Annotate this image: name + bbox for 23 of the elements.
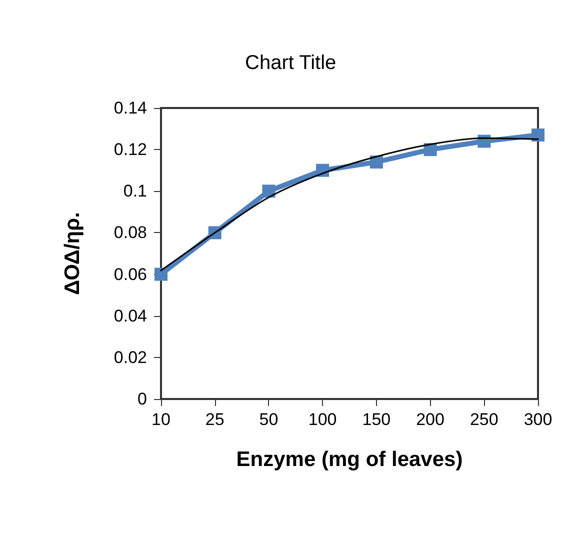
x-tick-label: 25 xyxy=(205,410,224,429)
y-axis-title: ΔΟΔ/ηρ. xyxy=(61,212,84,295)
y-tick-label: 0.02 xyxy=(114,348,147,367)
x-tick-label: 300 xyxy=(524,410,552,429)
y-tick-label: 0.04 xyxy=(114,306,147,326)
y-tick-label: 0.08 xyxy=(114,223,147,242)
y-tick-label: 0.06 xyxy=(114,264,147,284)
x-tick-label: 150 xyxy=(362,410,391,429)
x-tick-label: 100 xyxy=(308,410,337,429)
point xyxy=(370,156,383,169)
x-tick-label: 50 xyxy=(259,410,278,429)
x-tick-label: 200 xyxy=(416,410,444,429)
y-tick-label: 0.12 xyxy=(114,140,147,160)
x-tick-label: 250 xyxy=(470,410,498,429)
point xyxy=(154,268,168,281)
chart-title: Chart Title xyxy=(245,52,336,74)
x-axis-title: Enzyme (mg of leaves) xyxy=(236,448,463,471)
point xyxy=(532,128,544,142)
y-tick-label: 0 xyxy=(138,390,147,408)
y-tick-label: 0.14 xyxy=(114,98,147,118)
x-tick-label: 10 xyxy=(152,410,170,429)
point xyxy=(262,184,276,198)
y-tick-label: 0.1 xyxy=(123,182,147,201)
